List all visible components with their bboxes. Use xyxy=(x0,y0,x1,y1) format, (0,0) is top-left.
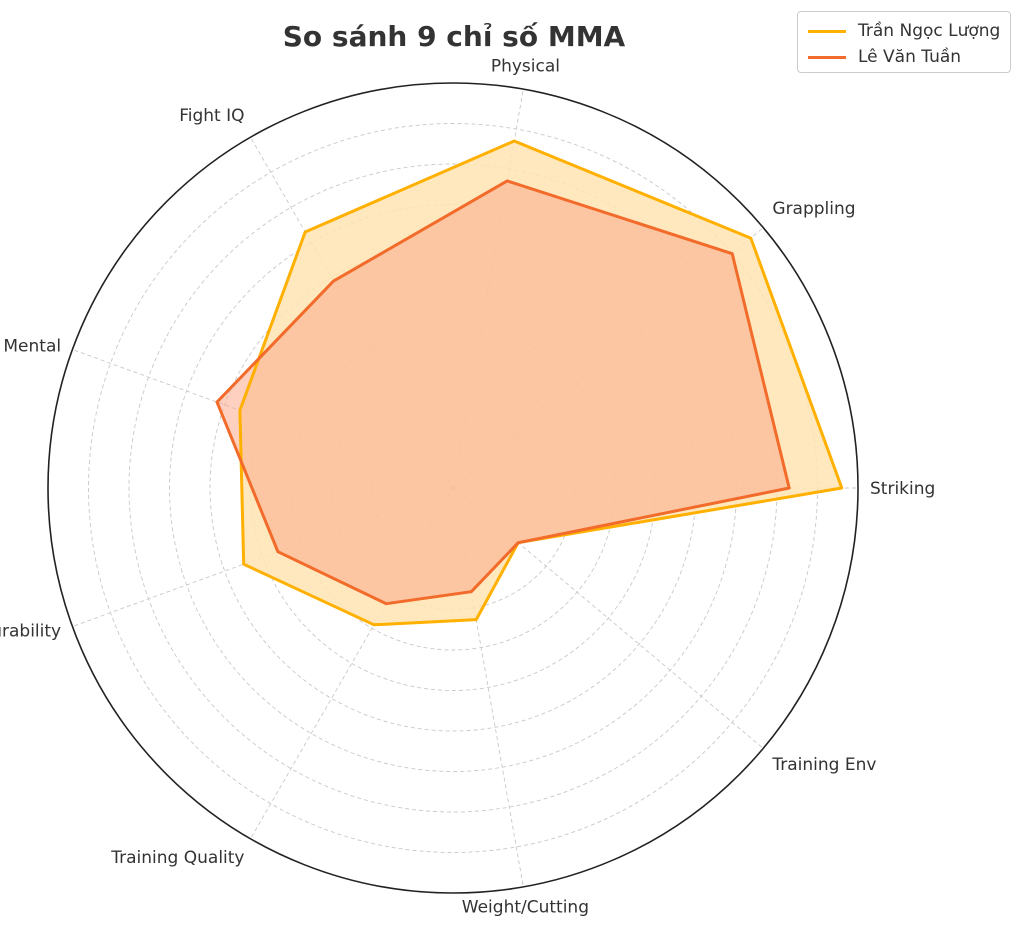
category-label-striking: Striking xyxy=(870,479,935,499)
grid-spoke-8 xyxy=(452,487,524,887)
legend-label-series-2: Lê Văn Tuần xyxy=(858,47,962,67)
category-label-grappling: Grappling xyxy=(772,199,855,219)
series-1-line xyxy=(238,139,844,627)
category-labels: Striking Grappling Physical Fight IQ Mental D… xyxy=(0,56,935,917)
chart-title: So sánh 9 chỉ số MMA xyxy=(282,20,626,53)
grid-spoke-5 xyxy=(72,349,454,489)
category-label-training-env: Training Env xyxy=(771,755,876,775)
legend-label-series-1: Trần Ngọc Lượng xyxy=(858,21,1001,41)
radar-series xyxy=(215,139,844,627)
legend: Trần Ngọc Lượng Lê Văn Tuần xyxy=(797,11,1011,73)
category-label-fight-iq: Fight IQ xyxy=(179,106,244,126)
grid-spoke-6 xyxy=(72,487,454,627)
legend-item-series-2: Lê Văn Tuần xyxy=(808,46,961,68)
series-2-area xyxy=(217,180,790,604)
legend-swatch-series-1 xyxy=(808,29,846,33)
category-label-durability: Durability xyxy=(0,622,61,642)
category-label-training-quality: Training Quality xyxy=(110,848,244,868)
category-label-weight-cutting: Weight/Cutting xyxy=(462,898,589,918)
radar-outer-frame xyxy=(47,82,859,894)
legend-swatch-series-2 xyxy=(808,55,846,59)
series-2-line xyxy=(215,179,791,606)
category-label-mental: Mental xyxy=(3,336,61,356)
grid-spoke-7 xyxy=(250,487,454,839)
grid-spoke-9 xyxy=(452,487,764,749)
grid-spoke-4 xyxy=(250,137,454,489)
category-label-physical: Physical xyxy=(491,56,560,76)
legend-item-series-1: Trần Ngọc Lượng xyxy=(808,20,1000,42)
